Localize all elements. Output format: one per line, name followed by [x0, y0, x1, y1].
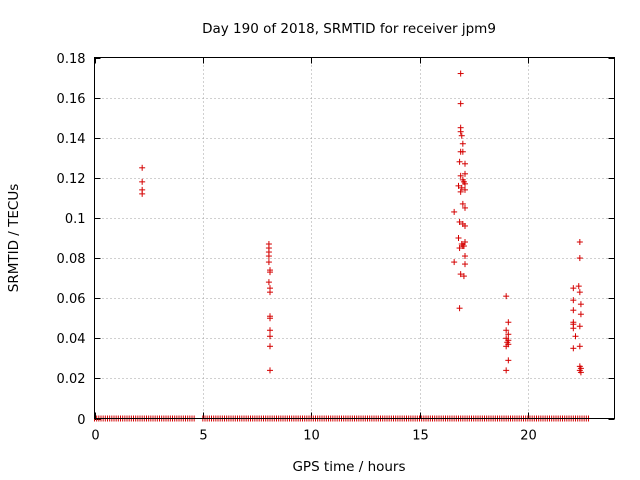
data-point	[265, 253, 272, 260]
data-point	[462, 204, 468, 211]
data-point	[503, 367, 510, 374]
data-point	[267, 327, 273, 334]
data-point	[455, 235, 462, 241]
data-point	[462, 222, 468, 229]
data-point	[139, 178, 146, 185]
data-point	[265, 279, 272, 286]
data-point	[265, 259, 272, 266]
data-point	[505, 319, 512, 326]
data-point	[458, 132, 465, 139]
data-point	[503, 293, 510, 300]
data-point	[462, 180, 468, 187]
data-point	[267, 333, 273, 340]
data-point	[459, 140, 466, 147]
data-point	[505, 331, 512, 338]
axis-ticks	[94, 57, 615, 420]
y-tick-label: 0	[77, 413, 85, 428]
data-point	[577, 311, 584, 318]
data-point	[575, 283, 582, 290]
data-point	[570, 345, 577, 352]
data-point	[456, 158, 463, 165]
data-point	[267, 289, 273, 296]
data-point	[503, 327, 510, 334]
data-point	[577, 301, 584, 308]
data-point	[576, 289, 583, 296]
data-point	[457, 128, 464, 135]
data-point	[456, 305, 463, 312]
data-point	[459, 148, 466, 155]
data-point	[451, 259, 458, 266]
data-point	[462, 253, 468, 260]
x-tick-label: 10	[303, 429, 320, 444]
data-point	[462, 170, 468, 177]
data-point	[267, 269, 273, 276]
data-point	[570, 285, 577, 292]
data-point	[457, 188, 464, 195]
data-point	[570, 325, 577, 332]
data-point	[458, 184, 465, 191]
data-point	[462, 160, 468, 167]
data-point	[267, 343, 273, 350]
data-point	[505, 357, 512, 364]
data-point	[576, 239, 583, 246]
data-point	[576, 255, 583, 262]
x-axis-label: GPS time / hours	[292, 459, 405, 475]
data-point	[570, 297, 577, 304]
y-tick-label: 0.12	[57, 172, 86, 187]
data-point	[457, 70, 464, 77]
data-point	[267, 315, 273, 322]
y-tick-label: 0.06	[57, 292, 86, 307]
data-point	[503, 343, 510, 350]
y-tick-label: 0.14	[57, 132, 86, 147]
y-tick-label: 0.18	[57, 52, 86, 67]
chart-title: Day 190 of 2018, SRMTID for receiver jpm…	[202, 21, 496, 37]
data-point	[460, 273, 467, 280]
x-tick-label: 15	[412, 429, 429, 444]
data-point	[451, 208, 458, 215]
data-point	[457, 100, 464, 107]
y-tick-label: 0.04	[57, 332, 86, 347]
x-tick-label: 0	[91, 429, 99, 444]
data-point	[455, 182, 462, 189]
data-point	[570, 307, 577, 314]
data-point	[576, 323, 583, 330]
data-point	[267, 367, 273, 374]
x-tick-label: 5	[199, 429, 207, 444]
data-point	[572, 333, 579, 340]
data-point	[139, 164, 146, 171]
data-point	[462, 239, 468, 246]
data-point	[576, 343, 583, 350]
tick-labels: 0 0.02 0.04 0.06 0.08 0.1 0.12 0.14 0.16 0.18 0 5 10…	[57, 52, 537, 444]
data-points	[139, 70, 584, 376]
data-point	[457, 271, 464, 278]
y-axis-label: SRMTID / TECUs	[6, 184, 22, 292]
data-point	[462, 261, 468, 268]
data-point	[459, 200, 466, 207]
grid-lines	[94, 57, 615, 419]
data-point	[456, 218, 463, 225]
data-point	[457, 172, 464, 179]
x-tick-label: 20	[520, 429, 537, 444]
data-point	[460, 243, 467, 250]
plot-frame	[94, 57, 615, 419]
data-point	[462, 186, 468, 193]
y-tick-label: 0.02	[57, 372, 86, 387]
y-tick-label: 0.1	[65, 212, 86, 227]
data-point	[577, 369, 584, 376]
y-tick-label: 0.08	[57, 252, 86, 267]
data-point	[456, 245, 463, 252]
y-tick-label: 0.16	[57, 92, 86, 107]
data-point	[139, 190, 146, 197]
